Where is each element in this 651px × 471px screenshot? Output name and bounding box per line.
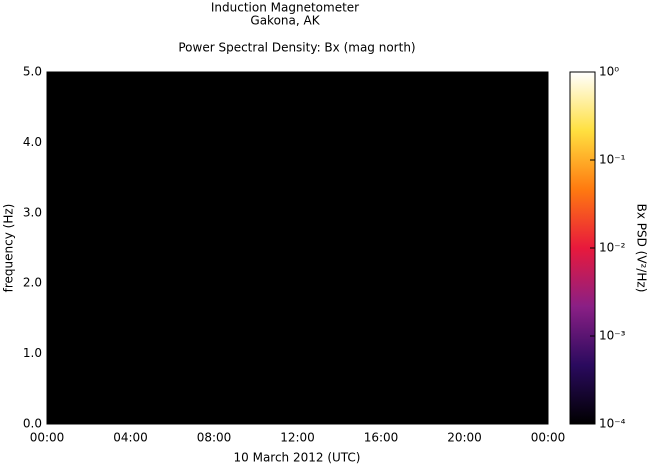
colorbar-tick-label: 10⁻² [599,241,626,255]
x-tick-label: 12:00 [280,431,315,445]
y-tick-label: 4.0 [23,135,42,149]
x-tick-label: 08:00 [197,431,232,445]
plot-title: Power Spectral Density: Bx (mag north) [178,41,415,55]
x-tick-label: 16:00 [364,431,399,445]
x-tick-label: 04:00 [113,431,148,445]
x-tick-label: 00:00 [531,431,566,445]
colorbar-tick-label: 10⁻¹ [599,153,626,167]
colorbar-tick-label: 10⁻³ [599,329,626,343]
colorbar-tick-label: 10⁰ [599,65,619,79]
y-axis-label: frequency (Hz) [2,204,16,293]
x-tick-label: 00:00 [30,431,65,445]
chart-subtitle: Gakona, AK [250,14,320,28]
y-tick-label: 3.0 [23,205,42,219]
y-tick-label: 1.0 [23,346,42,360]
chart-title: Induction Magnetometer [211,1,359,15]
colorbar-tick-label: 10⁻⁴ [599,417,626,431]
y-tick-label: 0.0 [23,417,42,431]
colorbar-label: Bx PSD (V²/Hz) [635,204,649,293]
x-axis-label: 10 March 2012 (UTC) [234,451,361,465]
y-tick-label: 2.0 [23,276,42,290]
y-tick-label: 5.0 [23,65,42,79]
plot-background [47,72,548,424]
x-tick-label: 20:00 [447,431,482,445]
